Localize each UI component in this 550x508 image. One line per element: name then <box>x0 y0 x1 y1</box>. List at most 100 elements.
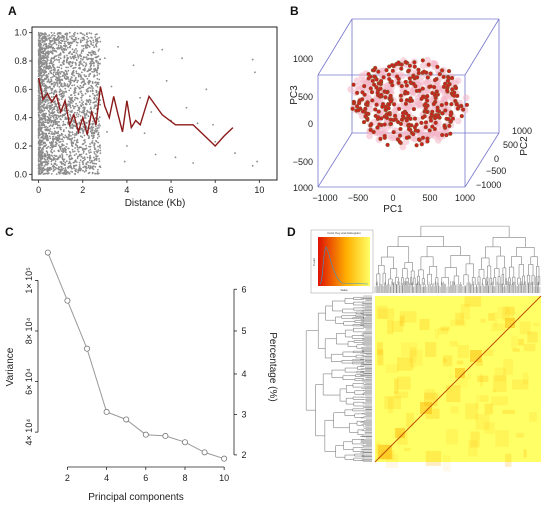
heatmap-cluster-block <box>522 372 529 385</box>
dense-point <box>91 50 93 52</box>
dense-point <box>55 158 57 161</box>
point <box>406 127 412 132</box>
dense-point <box>83 83 85 86</box>
heatmap-cluster-block <box>517 338 524 346</box>
dense-point <box>97 141 100 144</box>
dense-point <box>87 54 90 57</box>
dense-point <box>57 130 60 133</box>
dense-point <box>38 50 40 53</box>
dense-point <box>50 154 53 157</box>
dense-point <box>49 70 52 73</box>
point <box>376 69 381 74</box>
dense-point <box>60 82 63 85</box>
sparse-point <box>99 166 102 169</box>
dense-point <box>42 56 45 59</box>
dense-point <box>59 118 62 120</box>
dense-point <box>43 82 45 85</box>
panel-label-d: D <box>287 225 296 239</box>
point-halo <box>426 130 434 138</box>
dense-point <box>43 165 46 168</box>
dense-point <box>87 40 89 43</box>
dense-point <box>89 80 92 83</box>
dense-point <box>59 52 62 55</box>
dense-point <box>64 84 67 87</box>
dense-point <box>55 173 58 176</box>
point-halo <box>347 86 354 93</box>
point-halo <box>462 94 470 102</box>
c-y-tick-label: 1× 10⁵ <box>24 267 34 294</box>
dense-point <box>72 69 75 72</box>
dense-point <box>38 95 41 97</box>
dense-point <box>47 35 49 37</box>
dense-point <box>64 83 66 85</box>
dense-point <box>77 171 79 174</box>
heatmap-cluster-block <box>401 342 418 357</box>
heatmap-diagonal-block <box>455 368 465 378</box>
dense-point <box>62 123 65 125</box>
point <box>391 130 396 135</box>
dense-point <box>67 162 70 165</box>
b-y-tick-label: −1000 <box>476 180 501 190</box>
dense-point <box>52 101 55 104</box>
dense-point <box>95 97 98 99</box>
dense-point <box>80 155 83 158</box>
sparse-point <box>254 71 256 74</box>
dense-point <box>66 172 68 175</box>
sparse-point <box>154 153 157 156</box>
dense-point <box>95 71 98 73</box>
dense-point <box>45 112 47 115</box>
dense-point <box>72 71 75 74</box>
heatmap-diagonal-block <box>420 402 432 414</box>
dense-point <box>38 119 40 122</box>
dense-point <box>62 114 65 116</box>
dense-point <box>51 87 54 90</box>
dense-point <box>56 142 58 145</box>
dense-point <box>70 73 73 75</box>
dense-point <box>41 168 44 171</box>
dense-point <box>99 147 101 149</box>
dense-point <box>86 39 88 41</box>
dense-point <box>39 59 42 62</box>
variance-point <box>201 449 208 456</box>
dense-point <box>93 46 96 49</box>
dense-point <box>52 63 55 66</box>
dense-point <box>74 97 77 99</box>
dense-point <box>40 172 43 175</box>
point <box>398 126 403 132</box>
dense-point <box>82 163 84 166</box>
dense-point <box>92 126 95 129</box>
dense-point <box>73 164 75 167</box>
dense-point <box>91 85 94 88</box>
dense-point <box>55 58 58 61</box>
dense-point <box>98 48 100 51</box>
dense-point <box>54 42 57 44</box>
heatmap-cluster-block <box>409 347 417 364</box>
dense-point <box>61 158 64 160</box>
point <box>374 77 379 82</box>
dense-point <box>94 100 97 103</box>
point <box>420 94 426 99</box>
dense-point <box>51 62 54 65</box>
dense-point <box>53 105 56 108</box>
dense-point <box>51 114 53 117</box>
heatmap-cluster-block <box>455 312 464 325</box>
dense-point <box>47 68 50 70</box>
dense-point <box>88 75 90 77</box>
dense-point <box>45 47 48 50</box>
dense-point <box>92 44 94 47</box>
dense-point <box>53 66 56 69</box>
dense-point <box>76 97 79 100</box>
point <box>439 102 444 108</box>
dense-point <box>83 170 86 173</box>
dense-point <box>78 101 81 103</box>
dense-point <box>44 84 46 86</box>
heatmap-cluster-block <box>380 450 395 460</box>
dense-point <box>38 52 40 55</box>
point <box>398 93 403 98</box>
dense-point <box>53 57 55 59</box>
dense-point <box>73 167 76 170</box>
dense-point <box>84 117 87 119</box>
dense-point <box>49 50 52 53</box>
dense-point <box>58 99 60 101</box>
heatmap-cluster-block <box>460 303 470 320</box>
